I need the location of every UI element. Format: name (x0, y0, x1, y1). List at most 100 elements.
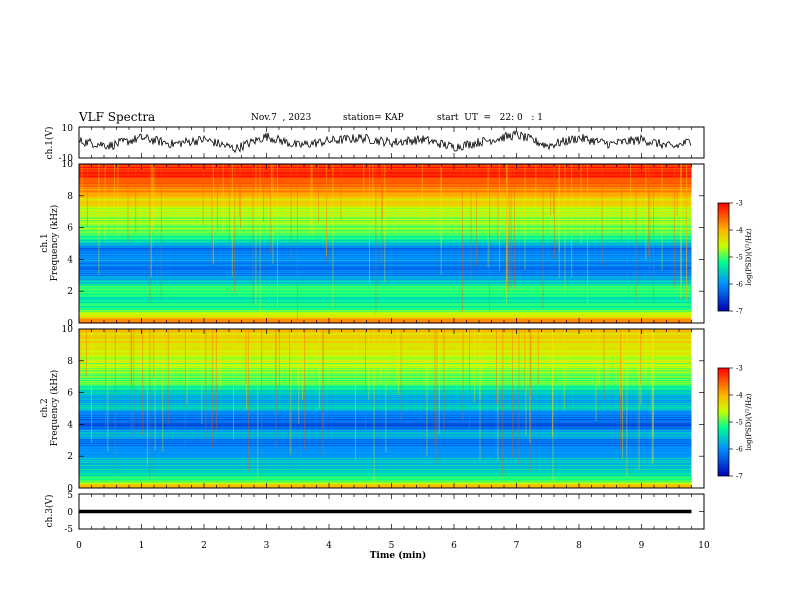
burst-streak (290, 329, 292, 455)
ch3-ytick-bottom: -5 (64, 525, 73, 535)
burst-streak (133, 329, 135, 436)
burst-streak (373, 329, 375, 487)
burst-streak (510, 164, 512, 288)
frequency-band (79, 289, 692, 291)
frequency-band (79, 287, 692, 289)
burst-streak (400, 329, 402, 421)
ch3-waveform-band (79, 509, 692, 514)
burst-streak (317, 164, 319, 223)
burst-streak (216, 329, 217, 380)
ch1-spectrogram-ytick-labels: 0 2 4 6 8 10 (62, 160, 704, 329)
frequency-band (79, 467, 692, 469)
frequency-band (79, 429, 692, 431)
time-tick-label: 1 (139, 541, 145, 551)
burst-streak (340, 164, 342, 221)
frequency-band (79, 259, 692, 261)
frequency-band (79, 356, 692, 358)
time-tick-label: 6 (451, 541, 457, 551)
frequency-tick-label: 6 (67, 224, 73, 234)
frequency-band (79, 383, 692, 385)
frequency-band (79, 426, 692, 428)
frequency-band (79, 377, 692, 379)
frequency-band (79, 312, 692, 314)
frequency-band (79, 372, 692, 374)
frequency-band (79, 210, 692, 212)
burst-streak (426, 329, 428, 458)
frequency-band (79, 416, 692, 418)
ch1-waveform-ticks (78, 127, 705, 158)
burst-streak (530, 329, 532, 472)
frequency-band (79, 280, 692, 282)
frequency-band (79, 278, 692, 280)
burst-streak (421, 164, 423, 222)
frequency-band (79, 447, 692, 449)
frequency-tick-label: 8 (67, 357, 73, 367)
frequency-band (79, 363, 692, 365)
ch1-ytick-bottom: -10 (59, 154, 74, 164)
ch3-ytick-middle: 0 (67, 508, 73, 518)
frequency-band (79, 167, 692, 169)
frequency-band (79, 233, 692, 235)
frequency-band (79, 480, 692, 482)
frequency-band (79, 446, 692, 448)
frequency-band (79, 419, 692, 421)
burst-streak (487, 164, 489, 267)
frequency-band (79, 403, 692, 405)
frequency-band (79, 285, 692, 287)
frequency-band (79, 374, 692, 376)
frequency-band (79, 261, 692, 263)
frequency-band (79, 258, 692, 260)
frequency-band (79, 346, 692, 348)
frequency-band (79, 273, 692, 275)
frequency-band (79, 208, 692, 210)
frequency-band (79, 472, 692, 474)
burst-streak (215, 329, 217, 431)
frequency-band (79, 486, 692, 488)
burst-streak (153, 329, 155, 379)
ch1-spectrogram-panel: 0 2 4 6 8 10 ch.1 Frequency (kHz) (40, 160, 705, 329)
ch1-spectrogram-ticks (78, 164, 705, 323)
burst-streak (146, 329, 148, 466)
time-axis-tick-labels: 0 1 2 3 4 5 6 7 8 9 10 (76, 541, 710, 551)
frequency-band (79, 388, 692, 390)
burst-streak (496, 329, 497, 405)
burst-streak (211, 164, 213, 266)
burst-streak (154, 329, 156, 451)
frequency-band (79, 389, 692, 391)
burst-streak (326, 164, 327, 257)
burst-streak (201, 329, 203, 424)
ch2-colorbar-ticks: -3 -4 -5 -6 -7 (729, 365, 743, 481)
frequency-band (79, 370, 692, 372)
frequency-band (79, 343, 692, 345)
frequency-band (79, 341, 692, 343)
frequency-band (79, 263, 692, 265)
frequency-band (79, 422, 692, 424)
frequency-band (79, 451, 692, 453)
colorbar-tick-label: -5 (736, 419, 743, 427)
frequency-band (79, 338, 692, 340)
time-tick-label: 7 (514, 541, 520, 551)
ch1-colorbar: -3 -4 -5 -6 -7 log(PSD)(V²/Hz) (717, 200, 753, 316)
frequency-band (79, 382, 692, 384)
burst-streak (114, 329, 116, 475)
frequency-band (79, 476, 692, 478)
frequency-band (79, 282, 692, 284)
frequency-band (79, 353, 692, 355)
frequency-band (79, 304, 692, 306)
burst-streak (499, 164, 501, 271)
frequency-band (79, 198, 692, 200)
frequency-band (79, 288, 692, 290)
colorbar-tick-label: -6 (736, 281, 743, 289)
frequency-band (79, 367, 692, 369)
frequency-band (79, 221, 692, 223)
burst-streak (246, 329, 248, 410)
burst-streak (551, 329, 553, 437)
burst-streak (652, 329, 654, 462)
frequency-band (79, 242, 692, 244)
frequency-band (79, 439, 692, 441)
frequency-band (79, 364, 692, 366)
burst-streak (332, 164, 334, 308)
burst-streak (380, 329, 382, 382)
ch3-waveform-line (79, 493, 704, 530)
frequency-band (79, 460, 692, 462)
